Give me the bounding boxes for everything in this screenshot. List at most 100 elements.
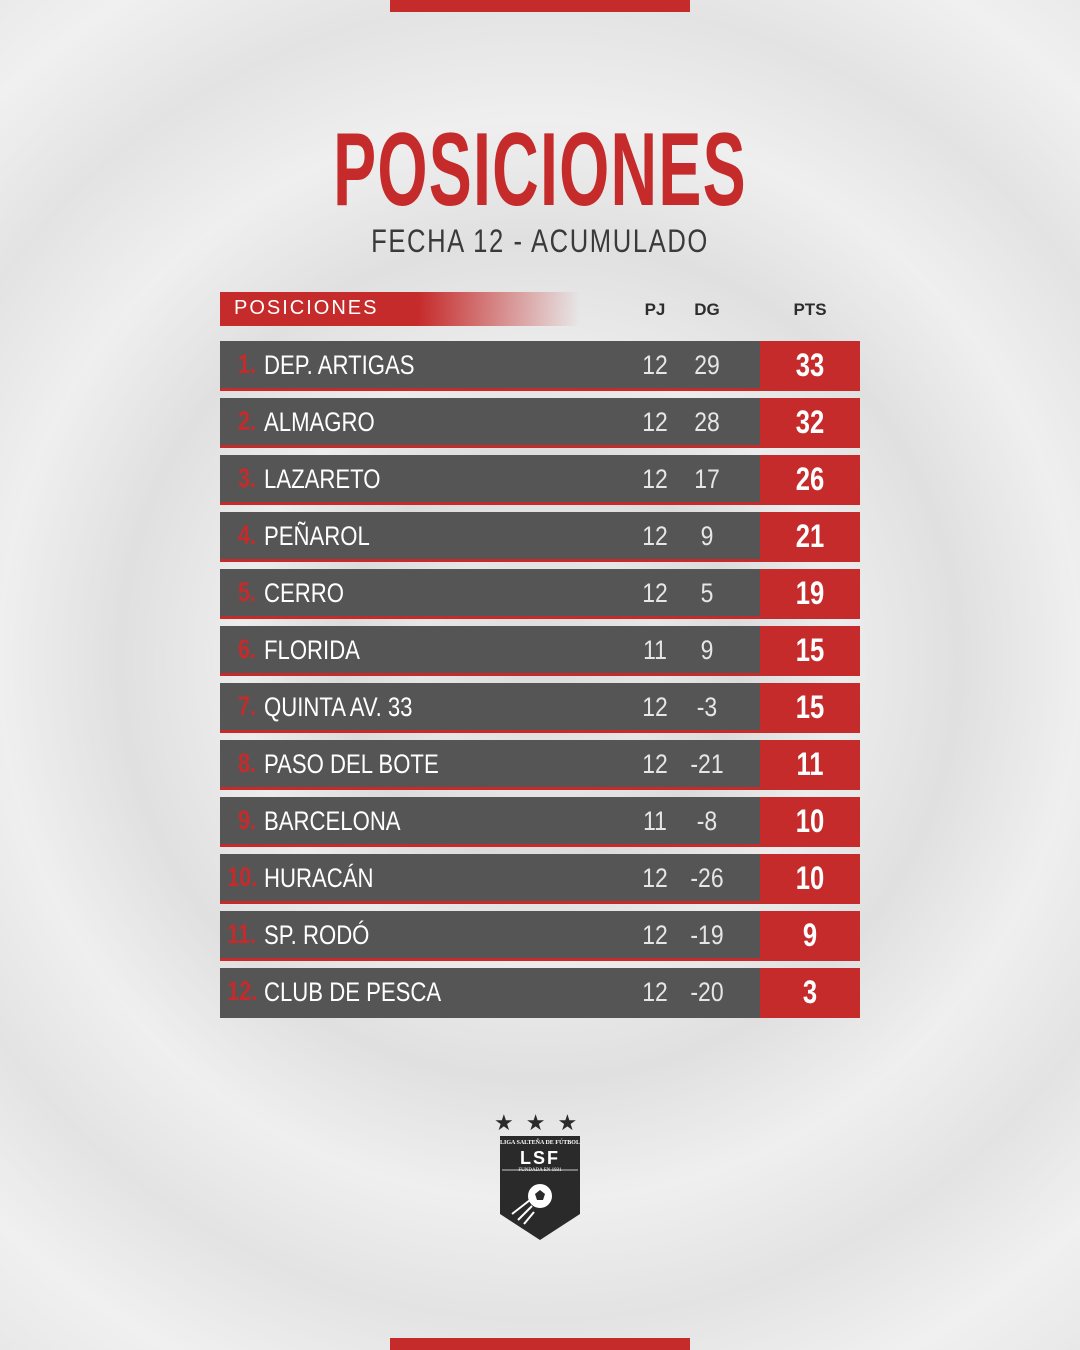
team-name: FLORIDA <box>264 635 360 665</box>
header-label: POSICIONES <box>234 297 379 319</box>
points-cell: 21 <box>760 512 860 562</box>
points-cell: 10 <box>760 854 860 904</box>
team-name: DEP. ARTIGAS <box>264 350 415 380</box>
points: 15 <box>795 632 825 668</box>
games-played: 12 <box>642 578 668 608</box>
goal-difference: 28 <box>694 407 720 437</box>
games-played: 12 <box>642 464 668 494</box>
logo-league-name: LIGA SALTEÑA DE FÚTBOL <box>500 1140 580 1146</box>
table-row: 10. HURACÁN 12 -26 10 <box>220 854 860 904</box>
points: 10 <box>795 860 825 896</box>
games-played: 11 <box>643 806 667 836</box>
rank-number: 9. <box>237 805 256 835</box>
table-row: 2. ALMAGRO 12 28 32 <box>220 398 860 448</box>
logo-founded: FUNDADA EN 1931 <box>518 1168 562 1173</box>
team-name: QUINTA AV. 33 <box>264 692 413 722</box>
points-cell: 10 <box>760 797 860 847</box>
games-played: 11 <box>643 635 667 665</box>
team-name: LAZARETO <box>264 464 381 494</box>
points: 15 <box>795 689 825 725</box>
team-name: SP. RODÓ <box>264 920 370 950</box>
table-row: 7. QUINTA AV. 33 12 -3 15 <box>220 683 860 733</box>
rank-number: 7. <box>237 691 256 721</box>
team-name: ALMAGRO <box>264 407 375 437</box>
column-header-pts: PTS <box>793 300 827 319</box>
goal-difference: -26 <box>690 863 724 893</box>
points-cell: 15 <box>760 683 860 733</box>
league-logo: ★★★ LIGA SALTEÑA DE FÚTBOL LSF FUNDADA E… <box>494 1110 586 1244</box>
rank-number: 2. <box>237 406 256 436</box>
table-row: 6. FLORIDA 11 9 15 <box>220 626 860 676</box>
rank-number: 1. <box>237 349 256 379</box>
team-name: CERRO <box>264 578 344 608</box>
points: 26 <box>795 461 825 497</box>
top-accent-bar <box>390 0 690 12</box>
rank-number: 3. <box>237 463 256 493</box>
points-cell: 11 <box>760 740 860 790</box>
points: 32 <box>795 404 825 440</box>
header-label-banner: POSICIONES <box>220 292 580 326</box>
page-title: POSICIONES <box>333 112 747 228</box>
column-header-pj: PJ <box>644 300 666 319</box>
points: 33 <box>795 347 825 383</box>
logo-abbreviation: LSF <box>520 1148 560 1168</box>
goal-difference: -3 <box>696 692 718 722</box>
team-name: BARCELONA <box>264 806 401 836</box>
points-cell: 19 <box>760 569 860 619</box>
table-row: 3. LAZARETO 12 17 26 <box>220 455 860 505</box>
points-cell: 33 <box>760 341 860 391</box>
goal-difference: -19 <box>690 920 724 950</box>
page-subtitle: FECHA 12 - ACUMULADO <box>371 223 709 259</box>
games-played: 12 <box>642 692 668 722</box>
goal-difference: 29 <box>694 350 720 380</box>
points-cell: 3 <box>760 968 860 1018</box>
points-cell: 15 <box>760 626 860 676</box>
rank-number: 10. <box>227 862 258 892</box>
rank-number: 6. <box>237 634 256 664</box>
team-name: PASO DEL BOTE <box>264 749 439 779</box>
shield-icon <box>500 1136 580 1240</box>
rank-number: 4. <box>237 520 256 550</box>
column-header-dg: DG <box>694 300 720 319</box>
rank-number: 11. <box>227 919 257 949</box>
games-played: 12 <box>642 350 668 380</box>
goal-difference: 17 <box>694 464 720 494</box>
points: 19 <box>795 575 825 611</box>
table-row: 1. DEP. ARTIGAS 12 29 33 <box>220 341 860 391</box>
table-row: 5. CERRO 12 5 19 <box>220 569 860 619</box>
games-played: 12 <box>642 977 668 1007</box>
points: 9 <box>802 917 818 953</box>
points-cell: 32 <box>760 398 860 448</box>
bottom-accent-bar <box>390 1338 690 1350</box>
goal-difference: 5 <box>700 578 714 608</box>
rank-number: 5. <box>237 577 256 607</box>
team-name: CLUB DE PESCA <box>264 977 442 1007</box>
table-row: 11. SP. RODÓ 12 -19 9 <box>220 911 860 961</box>
goal-difference: -21 <box>690 749 724 779</box>
games-played: 12 <box>642 749 668 779</box>
games-played: 12 <box>642 920 668 950</box>
team-name: HURACÁN <box>264 863 374 893</box>
team-name: PEÑAROL <box>264 521 370 551</box>
points: 10 <box>795 803 825 839</box>
goal-difference: -20 <box>690 977 724 1007</box>
points: 3 <box>802 974 818 1010</box>
rank-number: 12. <box>227 976 258 1006</box>
rank-number: 8. <box>237 748 256 778</box>
points: 11 <box>796 746 824 782</box>
table-header: POSICIONES PJ DG PTS <box>220 292 860 326</box>
games-played: 12 <box>642 407 668 437</box>
table-row: 8. PASO DEL BOTE 12 -21 11 <box>220 740 860 790</box>
goal-difference: 9 <box>700 635 714 665</box>
table-row: 9. BARCELONA 11 -8 10 <box>220 797 860 847</box>
goal-difference: -8 <box>696 806 718 836</box>
goal-difference: 9 <box>700 521 714 551</box>
points: 21 <box>795 518 825 554</box>
games-played: 12 <box>642 521 668 551</box>
points-cell: 9 <box>760 911 860 961</box>
points-cell: 26 <box>760 455 860 505</box>
table-row: 4. PEÑAROL 12 9 21 <box>220 512 860 562</box>
games-played: 12 <box>642 863 668 893</box>
table-row: 12. CLUB DE PESCA 12 -20 3 <box>220 968 860 1018</box>
star-icons: ★★★ <box>494 1110 590 1135</box>
